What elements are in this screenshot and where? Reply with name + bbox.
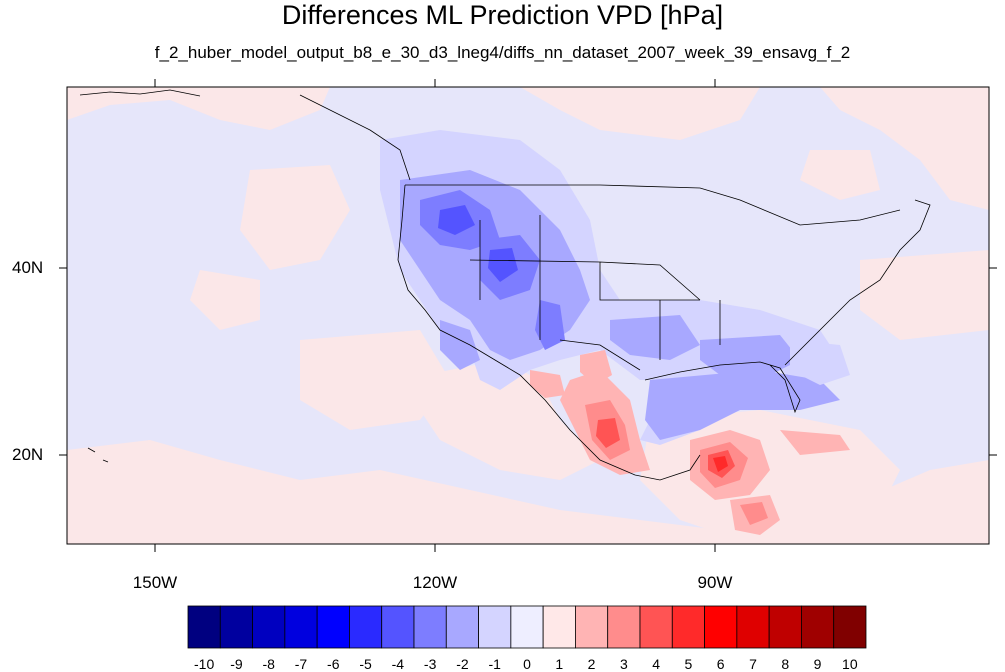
colorbar-box — [187, 605, 221, 649]
colorbar-box — [252, 605, 286, 649]
colorbar-label: -4 — [391, 656, 405, 672]
chart-title: Differences ML Prediction VPD [hPa] — [281, 0, 724, 30]
gulf-coast-negative — [645, 340, 850, 440]
colorbar-box — [736, 605, 770, 649]
colorbar-box — [575, 605, 609, 649]
coastlines — [79, 89, 931, 481]
colorbar-label: 6 — [716, 656, 725, 672]
colorbar-label: 1 — [555, 656, 564, 672]
colorbar-box — [284, 605, 318, 649]
colorbar-label: -8 — [262, 656, 275, 672]
colorbar-label: -6 — [327, 656, 340, 672]
colorbar-box — [445, 605, 479, 649]
lat-label-20n: 20N — [12, 445, 44, 464]
lat-label-40n: 40N — [12, 258, 44, 277]
colorbar-label: 4 — [652, 656, 661, 672]
colorbar-label: -9 — [230, 656, 243, 672]
colorbar-box — [542, 605, 576, 649]
colorbar-box — [478, 605, 512, 649]
colorbar-box — [671, 605, 705, 649]
lon-label-150w: 150W — [132, 573, 178, 592]
colorbar-box — [381, 605, 415, 649]
colorbar-box — [510, 605, 544, 649]
map-field — [67, 87, 989, 544]
colorbar-box — [768, 605, 802, 649]
central-america-positive — [690, 430, 850, 535]
colorbar — [187, 605, 867, 649]
colorbar-label: -7 — [294, 656, 308, 672]
lon-label-120w: 120W — [412, 573, 458, 592]
chart-subtitle: f_2_huber_model_output_b8_e_30_d3_lneg4/… — [154, 43, 851, 62]
colorbar-label: -3 — [423, 656, 437, 672]
map-frame — [66, 86, 990, 545]
colorbar-box — [607, 605, 641, 649]
colorbar-label: 9 — [813, 656, 822, 672]
colorbar-label: 2 — [587, 656, 596, 672]
axis-ticks — [59, 79, 997, 552]
colorbar-box — [833, 605, 867, 649]
colorbar-box — [801, 605, 835, 649]
colorbar-label: 5 — [684, 656, 693, 672]
colorbar-label: -2 — [456, 656, 469, 672]
colorbar-box — [219, 605, 253, 649]
colorbar-label: 7 — [749, 656, 757, 672]
colorbar-label: -10 — [194, 656, 215, 672]
colorbar-label: -5 — [359, 656, 372, 672]
colorbar-label: 10 — [842, 656, 858, 672]
colorbar-label: 0 — [523, 656, 531, 672]
western-us-negative — [380, 130, 840, 445]
colorbar-box — [704, 605, 738, 649]
colorbar-label: 3 — [619, 656, 628, 672]
colorbar-box — [316, 605, 350, 649]
colorbar-label: -1 — [488, 656, 501, 672]
colorbar-box — [413, 605, 447, 649]
colorbar-label: 8 — [781, 656, 790, 672]
colorbar-box — [639, 605, 673, 649]
lon-label-90w: 90W — [697, 573, 733, 592]
colorbar-box — [349, 605, 383, 649]
western-mexico-positive — [530, 350, 650, 475]
